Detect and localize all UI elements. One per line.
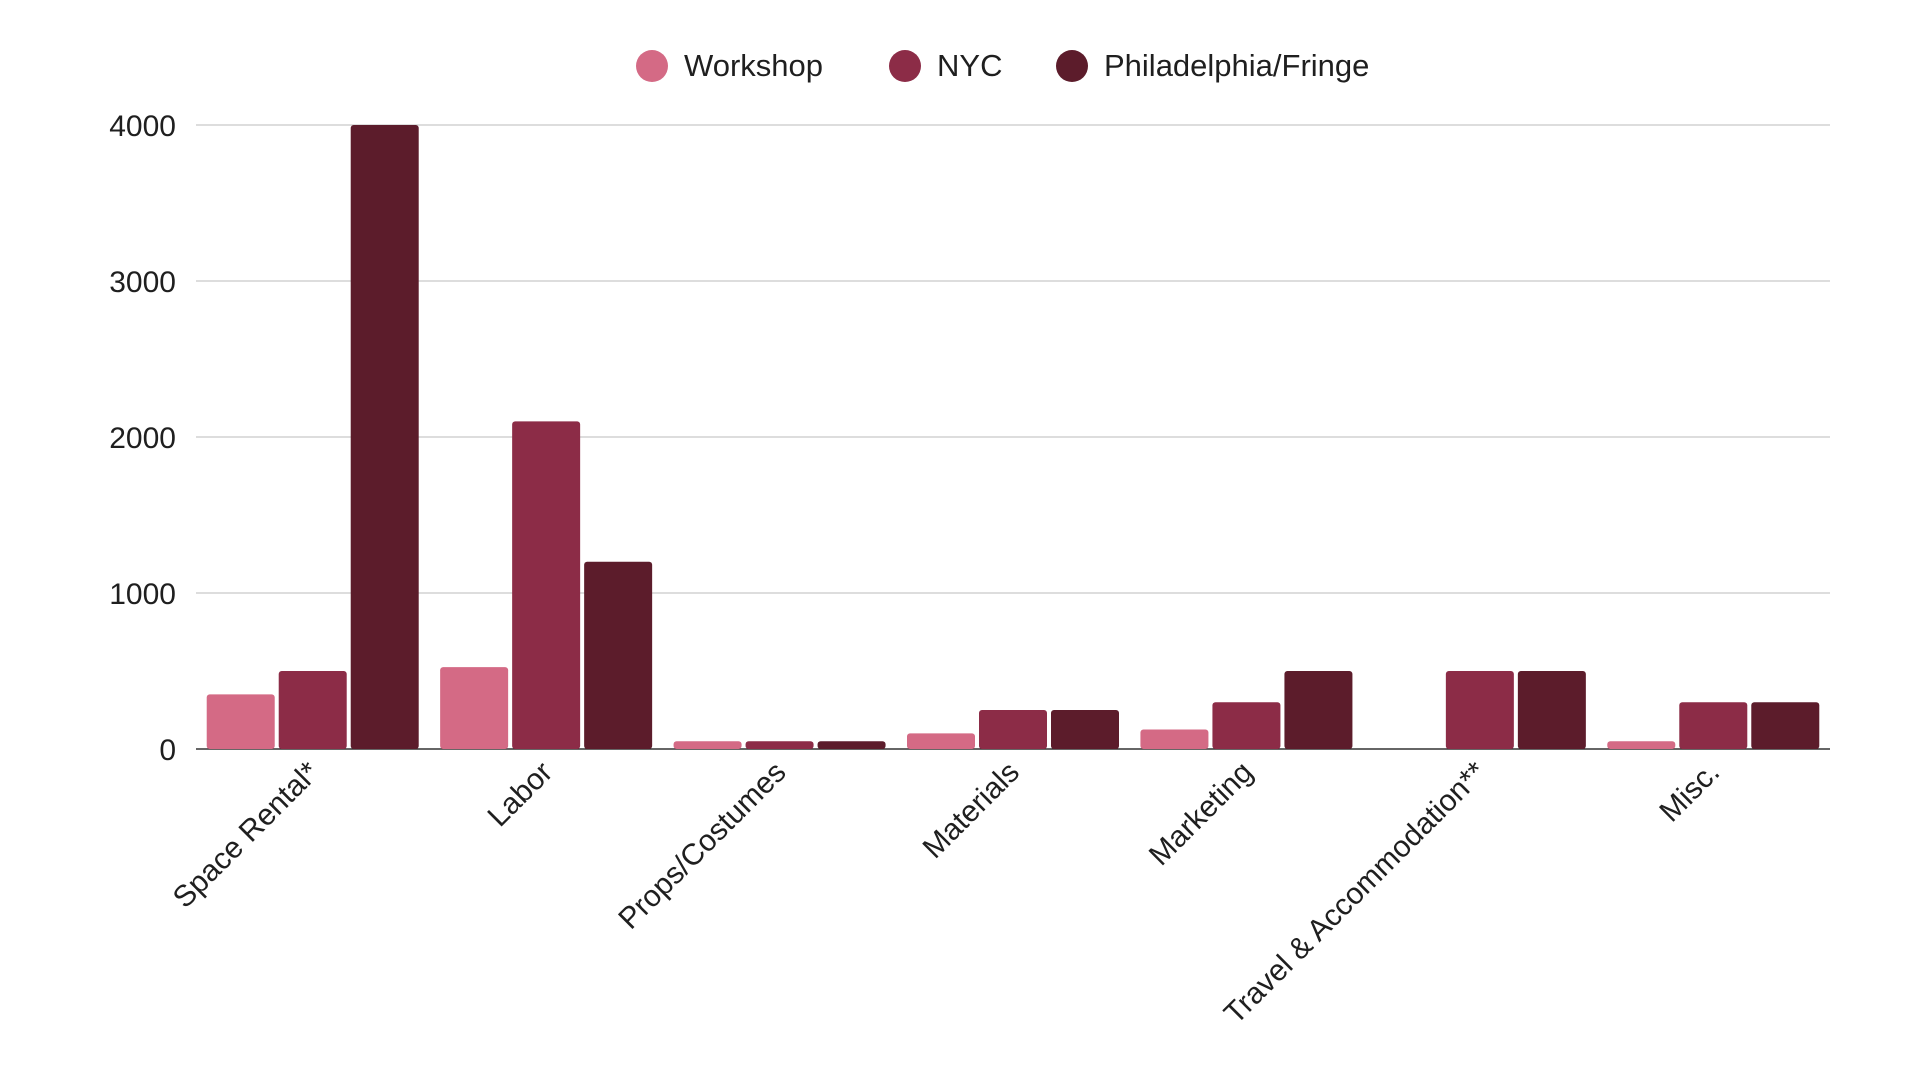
bar — [907, 733, 975, 749]
legend-swatch — [636, 50, 668, 82]
bar — [350, 125, 419, 749]
y-tick-label: 0 — [159, 734, 176, 767]
x-tick-label: Travel & Accommodation** — [1218, 755, 1493, 1030]
legend-swatch — [1056, 50, 1088, 82]
y-tick-label: 3000 — [109, 266, 176, 299]
bar — [979, 710, 1047, 749]
bar — [584, 561, 653, 749]
bar — [1679, 702, 1748, 749]
y-axis-ticks: 0 1000 2000 3000 4000 — [109, 110, 176, 767]
y-tick-label: 2000 — [109, 422, 176, 455]
bar — [673, 741, 742, 749]
bar — [440, 667, 509, 749]
bar — [1607, 741, 1676, 749]
gridlines — [196, 124, 1830, 750]
legend-label: NYC — [937, 48, 1002, 83]
bar — [1051, 710, 1119, 749]
x-tick-label: Marketing — [1143, 756, 1259, 872]
legend-label: Philadelphia/Fringe — [1104, 48, 1369, 83]
bar — [1284, 671, 1353, 749]
bar — [1212, 702, 1281, 749]
y-tick-label: 1000 — [109, 578, 176, 611]
legend: Workshop NYC Philadelphia/Fringe — [636, 48, 1369, 83]
bar — [206, 694, 275, 749]
x-tick-label: Space Rental* — [167, 755, 326, 914]
bar — [1751, 702, 1820, 749]
legend-swatch — [889, 50, 921, 82]
bar — [1517, 671, 1586, 749]
x-tick-label: Materials — [917, 756, 1026, 865]
bar — [745, 741, 814, 749]
bar — [1140, 729, 1209, 749]
x-tick-label: Labor — [481, 756, 559, 834]
bar — [278, 671, 347, 749]
x-tick-label: Props/Costumes — [612, 756, 792, 936]
bar — [512, 421, 581, 749]
y-tick-label: 4000 — [109, 110, 176, 143]
bar — [1445, 671, 1514, 749]
bar — [817, 741, 886, 749]
bars — [206, 125, 1820, 749]
legend-label: Workshop — [684, 48, 823, 83]
x-axis-ticks: Space Rental* Labor Props/Costumes Material… — [167, 755, 1727, 1030]
x-tick-label: Misc. — [1653, 756, 1726, 829]
